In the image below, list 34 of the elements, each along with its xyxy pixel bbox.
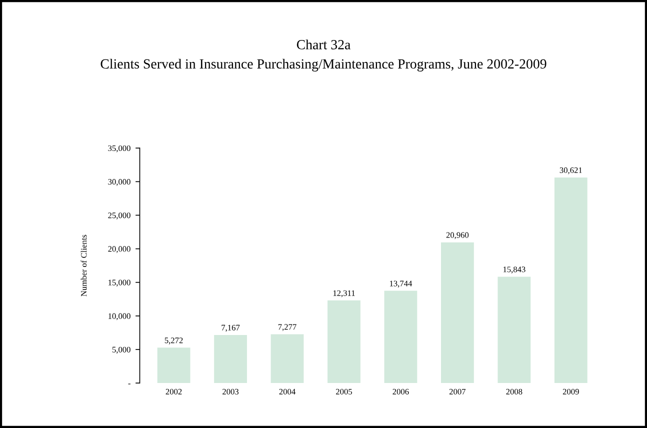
data-label: 7,167 — [222, 324, 240, 332]
data-label: 20,960 — [446, 232, 469, 240]
data-label: 12,311 — [333, 290, 355, 298]
bar — [328, 300, 360, 384]
bar — [270, 334, 304, 384]
x-tick-label: 2005 — [336, 388, 352, 394]
x-tick-label: 2004 — [279, 388, 296, 394]
bar — [554, 177, 588, 384]
y-tick-label: 10,000 — [108, 313, 130, 320]
bar — [214, 334, 247, 384]
y-tick-label: 25,000 — [108, 212, 130, 220]
y-axis-title: Number of Clients — [80, 234, 87, 296]
data-label: 13,744 — [390, 280, 412, 288]
x-tick-label: 2006 — [392, 388, 409, 394]
data-label: 7,277 — [278, 324, 296, 331]
y-tick-label: 20,000 — [108, 246, 130, 253]
bar — [440, 242, 474, 384]
y-tick-label: 35,000 — [108, 145, 130, 152]
bar — [157, 348, 190, 384]
x-tick-label: 2002 — [166, 388, 182, 394]
x-tick-label: 2003 — [222, 388, 239, 394]
data-label: 15,843 — [503, 266, 526, 274]
chart-title: Chart 32a — [296, 40, 350, 50]
x-tick-label: 2007 — [449, 388, 466, 394]
y-tick-label: 5,000 — [112, 346, 130, 354]
y-tick-label: 30,000 — [108, 179, 130, 186]
data-label: 30,621 — [560, 167, 582, 174]
x-tick-label: 2009 — [562, 388, 579, 394]
y-tick-label: 15,000 — [108, 280, 130, 287]
bar — [384, 290, 418, 384]
x-tick-label: 2008 — [506, 388, 522, 394]
data-label: 5,272 — [164, 338, 183, 344]
bar — [498, 276, 531, 384]
chart-subtitle: Clients Served in Insurance Purchasing/Maintenance Programs, June 2002-2009 — [100, 58, 546, 72]
